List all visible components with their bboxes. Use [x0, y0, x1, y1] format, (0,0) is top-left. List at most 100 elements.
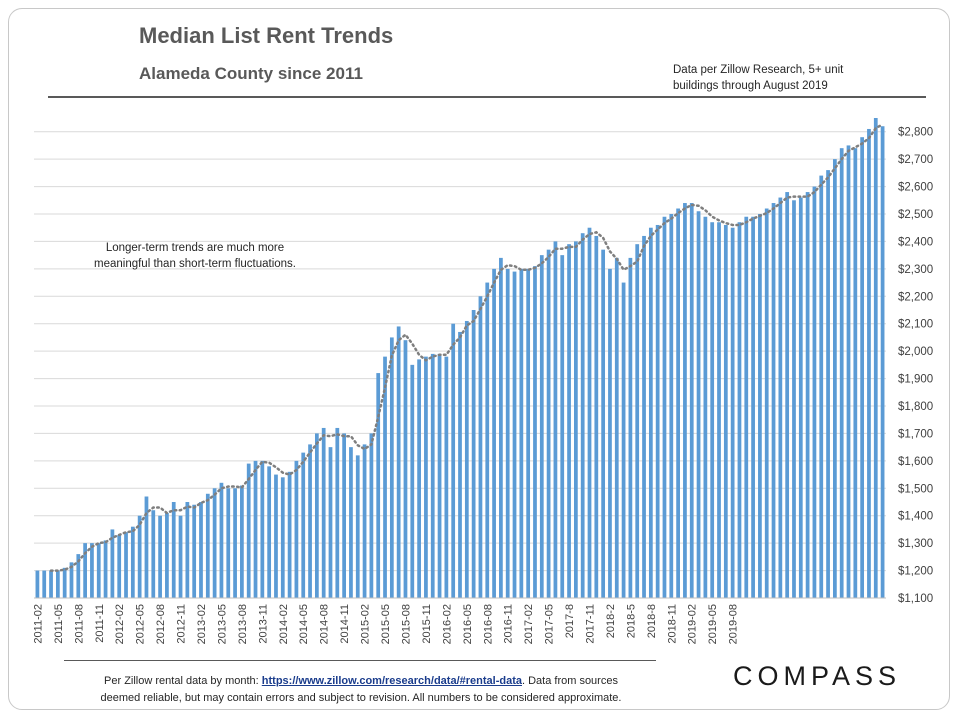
bar — [144, 496, 149, 598]
bar — [785, 192, 790, 599]
x-tick-label: 2015-11 — [421, 604, 433, 644]
bar — [867, 128, 871, 598]
bar — [130, 526, 135, 598]
x-tick-label: 2015-05 — [380, 604, 392, 644]
bar — [642, 235, 646, 598]
bar — [212, 488, 217, 598]
x-tick-label: 2017-02 — [523, 604, 535, 644]
bar — [165, 512, 169, 598]
bar — [49, 570, 53, 598]
bar — [730, 227, 735, 598]
y-tick-label: $2,100 — [898, 319, 933, 331]
bar — [62, 567, 67, 598]
y-tick-label: $2,200 — [898, 291, 933, 303]
x-tick-label: 2016-08 — [482, 604, 494, 644]
bar — [280, 477, 285, 598]
x-tick-label: 2017-11 — [585, 604, 597, 644]
bar — [764, 208, 769, 598]
bar — [703, 216, 708, 598]
bar — [294, 460, 299, 598]
x-tick-label: 2018-8 — [646, 604, 658, 638]
x-tick-label: 2012-11 — [176, 604, 188, 644]
bar — [580, 233, 585, 598]
bar — [689, 203, 694, 598]
bar — [321, 427, 326, 598]
bar — [683, 203, 687, 598]
bar — [805, 192, 810, 599]
y-tick-label: $1,900 — [898, 374, 933, 386]
y-tick-label: $2,700 — [898, 154, 933, 166]
bar — [444, 356, 449, 598]
x-tick-label: 2013-05 — [216, 604, 228, 644]
bar — [737, 222, 742, 598]
bar — [369, 433, 374, 598]
bar — [90, 543, 94, 598]
chart-annotation: Longer-term trends are much more meaning… — [75, 240, 315, 272]
footer-suffix: . Data from sources — [521, 675, 618, 687]
bar — [526, 268, 531, 598]
bar — [69, 562, 74, 598]
bar — [608, 268, 612, 598]
y-tick-label: $2,500 — [898, 209, 933, 221]
bar — [199, 502, 203, 598]
bar — [158, 515, 162, 598]
x-tick-label: 2015-08 — [401, 604, 413, 644]
bar — [410, 364, 415, 598]
bar — [178, 515, 183, 598]
footer-line-1: Per Zillow rental data by month: https:/… — [54, 673, 668, 690]
bar — [55, 570, 60, 598]
bar — [533, 266, 537, 598]
y-tick-label: $1,200 — [898, 566, 933, 578]
source-note-line-2: buildings through August 2019 — [673, 80, 828, 92]
zillow-data-link[interactable]: https://www.zillow.com/research/data/#re… — [261, 675, 522, 687]
x-tick-label: 2019-02 — [687, 604, 699, 644]
y-tick-label: $1,500 — [898, 483, 933, 495]
bar — [723, 224, 728, 598]
bar — [492, 268, 496, 598]
bar — [328, 447, 333, 598]
x-tick-label: 2014-08 — [319, 604, 331, 644]
bar — [846, 145, 851, 598]
bar — [76, 554, 81, 598]
bar — [35, 570, 40, 598]
bar — [137, 515, 142, 598]
bar — [669, 214, 674, 598]
bar — [546, 249, 551, 598]
bar — [512, 271, 517, 598]
bar — [383, 356, 387, 598]
bar — [853, 148, 858, 598]
bar — [117, 534, 122, 598]
x-tick-label: 2011-05 — [53, 604, 65, 644]
bar — [812, 186, 817, 599]
bar — [267, 466, 272, 598]
bar — [648, 227, 653, 598]
x-tick-label: 2014-02 — [278, 604, 290, 644]
y-tick-label: $1,400 — [898, 511, 933, 523]
bar — [587, 227, 592, 598]
x-tick-label: 2014-05 — [298, 604, 310, 644]
bar — [717, 222, 721, 598]
y-tick-label: $2,400 — [898, 236, 933, 248]
bar — [710, 222, 715, 598]
axes: $1,100 $1,200 $1,300 $1,400 $1,500 $1,600 $1,7… — [32, 127, 933, 645]
bar — [301, 452, 306, 598]
bar — [110, 529, 115, 598]
bar — [42, 570, 47, 598]
bar — [560, 255, 565, 598]
bar — [335, 427, 340, 598]
bar — [628, 257, 633, 598]
bar — [205, 493, 210, 598]
bar — [655, 224, 660, 598]
bar — [396, 326, 401, 598]
bar — [342, 433, 347, 598]
x-tick-label: 2017-8 — [564, 604, 576, 638]
bar — [485, 282, 490, 598]
footer-line-2: deemed reliable, but may contain errors … — [100, 692, 622, 704]
x-tick-label: 2013-02 — [196, 604, 208, 644]
bar — [376, 373, 381, 598]
bar — [83, 543, 87, 598]
bar — [424, 356, 428, 598]
bar — [192, 504, 197, 598]
y-tick-label: $1,600 — [898, 456, 933, 468]
